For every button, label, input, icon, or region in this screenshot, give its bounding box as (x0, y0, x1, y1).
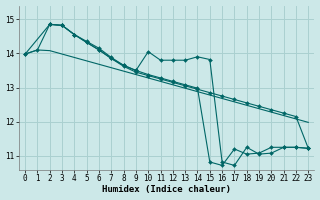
X-axis label: Humidex (Indice chaleur): Humidex (Indice chaleur) (102, 185, 231, 194)
